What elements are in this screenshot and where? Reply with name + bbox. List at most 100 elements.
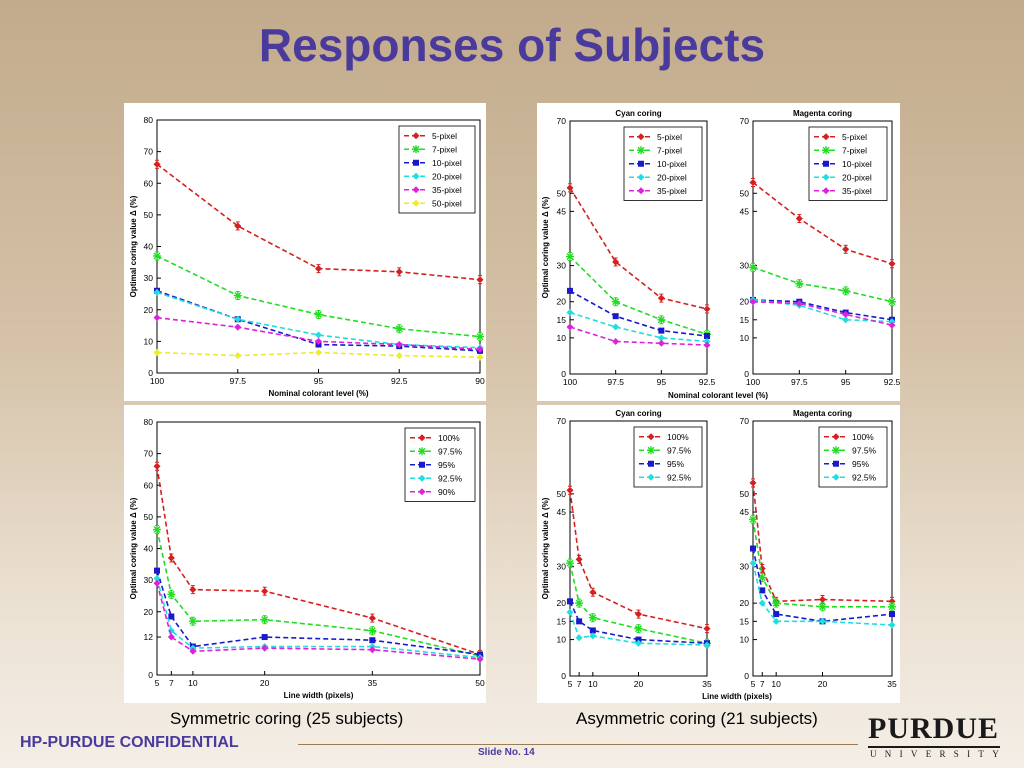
c4-data-point-2-1 [576,618,583,625]
c2-legend-marker-3 [637,173,645,181]
c1-legend-label-0: 100% [438,433,460,443]
c5-data-point-2-1 [759,587,766,594]
c2-data-point-1-1 [611,297,620,306]
c2-y-tick-label-4: 30 [557,261,567,271]
c1-series-line-1 [156,529,481,657]
c5-legend-label-3: 92.5% [852,472,877,482]
c5-y-tick-label-5: 45 [740,507,750,517]
c5-legend-label-1: 97.5% [852,445,877,455]
c1-data-point-2-3 [261,634,268,641]
c5-legend-box [818,426,888,488]
c2-y-tick-label-5: 45 [557,206,567,216]
c5-x-tick-label-3: 20 [818,679,828,689]
c3-series-line-4 [752,300,893,326]
c4-data-point-0-4 [703,625,711,633]
c1-y-tick-label-8: 80 [144,417,154,427]
logo-subtitle: UNIVERSITY [870,749,1007,759]
c0-legend-box [398,125,476,214]
c1-data-point-1-4 [368,626,377,635]
c0-legend-marker-1 [412,145,420,154]
c5-legend-marker-3 [832,473,840,481]
c4-data-point-3-1 [575,634,583,642]
c4-data-point-3-2 [589,632,597,640]
c5-data-point-3-0 [749,559,757,567]
c5-x-tick-label-1: 7 [760,679,765,689]
c3-y-tick-label-4: 30 [740,261,750,271]
c4-y-tick-label-1: 10 [557,635,567,645]
c2-y-tick-label-3: 20 [557,297,567,307]
chart-panel-asymmetric-linewidth: 0 10 15 20 30 45 50 70 5 7 10 20 35 Cyan coring Optima… [537,405,900,703]
c0-x-tick-label-4: 90 [475,376,485,386]
c3-data-point-4-3 [888,321,896,329]
c3-chart-title: Magenta coring [793,109,852,118]
c3-data-point-1-0 [749,263,757,272]
c0-x-tick-label-1: 97.5 [229,376,246,386]
c2-data-point-3-0 [566,309,574,317]
c1-y-tick-label-5: 50 [144,512,154,522]
c0-data-point-1-4 [476,332,484,341]
c4-data-point-2-2 [589,627,596,634]
c4-data-point-0-3 [635,610,642,618]
logo-rule [868,746,1000,748]
c0-y-tick-label-0: 0 [148,368,153,378]
c0-data-point-5-3 [395,352,403,360]
c5-y-tick-label-4: 30 [740,562,750,572]
c3-x-tick-label-3: 92.5 [884,377,900,387]
c2-y-axis-label: Optimal coring value Δ (%) [541,196,550,298]
c2-data-point-1-0 [566,252,574,261]
c2-data-point-4-0 [566,323,574,331]
c4-y-tick-label-4: 30 [557,562,567,572]
c5-legend-marker-2 [833,460,839,467]
c5-data-point-0-0 [749,479,757,487]
c0-legend-label-1: 7-pixel [432,144,457,154]
c1-y-tick-label-6: 60 [144,480,154,490]
c3-data-point-0-3 [888,260,896,268]
c0-data-point-4-2 [315,337,322,345]
c1-y-tick-label-0: 0 [148,670,153,680]
c3-data-point-3-2 [842,316,850,324]
c0-data-point-0-0 [153,160,161,168]
c0-y-tick-label-5: 50 [144,210,154,220]
c2-plot-frame [569,120,708,375]
c1-data-point-4-1 [167,633,175,641]
c0-data-point-1-2 [314,310,323,319]
caption-symmetric: Symmetric coring (25 subjects) [170,709,404,728]
c2-y-tick-label-1: 10 [557,333,567,343]
c0-data-point-5-2 [315,348,322,356]
c0-y-tick-label-1: 10 [144,336,154,346]
c3-x-tick-label-2: 95 [841,377,851,387]
c1-legend-label-1: 97.5% [438,446,463,456]
c4-y-tick-label-0: 0 [561,671,566,681]
c4-data-point-1-3 [634,624,643,633]
c3-y-tick-label-2: 15 [740,315,750,325]
c5-data-point-3-1 [758,599,766,607]
c1-data-point-0-0 [153,462,161,470]
c2-data-point-2-1 [612,313,619,320]
c0-legend-label-5: 50-pixel [432,198,462,208]
c1-y-tick-label-4: 40 [144,544,154,554]
c2-data-point-2-2 [658,327,665,334]
c5-x-tick-label-2: 10 [771,679,781,689]
c0-data-point-5-1 [234,352,242,360]
c0-data-point-5-4 [476,353,484,361]
c1-x-tick-label-5: 50 [475,678,485,688]
c5-data-point-1-3 [818,602,827,611]
c5-series-line-0 [752,482,893,603]
slide-number: Slide No. 14 [478,747,535,758]
c5-data-point-1-0 [749,515,757,524]
c3-y-tick-label-5: 45 [740,206,750,216]
c5-data-point-3-2 [772,617,780,625]
c3-legend-label-3: 20-pixel [842,172,872,182]
c4-x-tick-label-0: 5 [568,679,573,689]
c2-data-point-2-3 [704,333,710,340]
c2-legend-marker-0 [637,133,645,141]
c2-data-point-0-1 [612,258,620,266]
c2-legend-label-2: 10-pixel [657,159,687,169]
c3-x-tick-label-1: 97.5 [791,377,808,387]
c0-y-tick-label-6: 60 [144,178,154,188]
c5-series-line-1 [752,519,892,608]
c3-legend-label-0: 5-pixel [842,132,867,142]
c4-legend-marker-0 [647,433,655,441]
c5-data-point-1-2 [772,599,781,608]
c1-y-tick-label-1: 12 [144,632,154,642]
